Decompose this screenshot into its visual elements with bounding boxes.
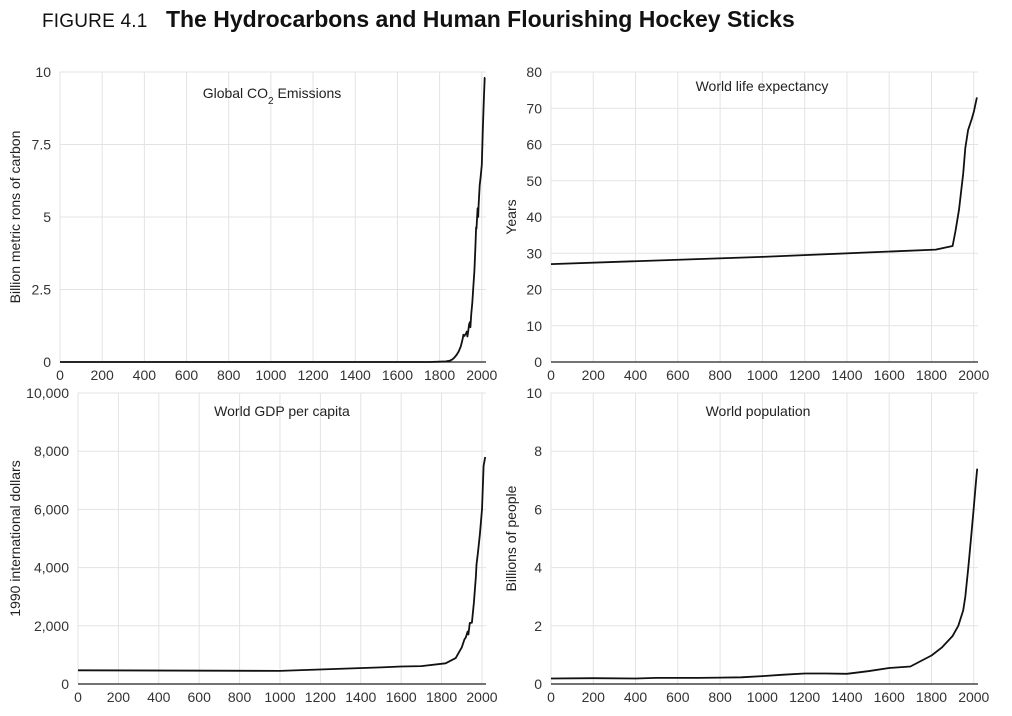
x-tick-label: 600 bbox=[175, 367, 199, 383]
chart-panel-3: 0 200 400 600 800 1000 1200 1400 1600 1800 2000 0 2,… bbox=[7, 385, 498, 705]
x-tick-label: 1200 bbox=[305, 689, 336, 705]
x-tick-label: 1000 bbox=[747, 367, 778, 383]
figure-title: The Hydrocarbons and Human Flourishing H… bbox=[165, 6, 795, 32]
x-tick-label: 1400 bbox=[831, 689, 862, 705]
y-tick-label: 2 bbox=[534, 618, 542, 634]
x-tick-label: 200 bbox=[582, 689, 606, 705]
y-tick-label: 60 bbox=[526, 137, 542, 153]
x-tick-label: 1800 bbox=[916, 367, 947, 383]
x-tick-label: 0 bbox=[547, 367, 555, 383]
y-tick-label: 0 bbox=[61, 676, 69, 692]
y-tick-label: 0 bbox=[534, 676, 542, 692]
x-tick-label: 1200 bbox=[789, 689, 820, 705]
y-tick-label: 30 bbox=[526, 245, 542, 261]
series-line-1 bbox=[550, 97, 978, 265]
x-tick-label: 2000 bbox=[958, 367, 989, 383]
chart-panel-1: 0 200 400 600 800 1000 1200 1400 1600 1800 2000 0 2.… bbox=[7, 64, 498, 383]
x-tick-label: 1000 bbox=[747, 689, 778, 705]
x-tick-label: 1800 bbox=[424, 367, 455, 383]
x-tick-label: 800 bbox=[217, 367, 241, 383]
x-tick-label: 2000 bbox=[466, 689, 497, 705]
chart-panel-4: 0 200 400 600 800 1000 1200 1400 1600 1800 2000 0 2 4… bbox=[503, 385, 990, 705]
x-tick-label: 400 bbox=[624, 689, 648, 705]
y-tick-label: 5 bbox=[43, 209, 51, 225]
x-tick-label: 1200 bbox=[297, 367, 328, 383]
chart-panel-2: 0 200 400 600 800 1000 1200 1400 1600 1800 2000 0 10… bbox=[503, 64, 990, 383]
x-tick-label: 800 bbox=[708, 689, 732, 705]
y-tick-label: 2,000 bbox=[34, 618, 69, 634]
x-tick-label: 200 bbox=[107, 689, 131, 705]
chart-title: World life expectancy bbox=[696, 78, 829, 94]
y-tick-label: 4 bbox=[534, 560, 542, 576]
x-tick-label: 400 bbox=[133, 367, 157, 383]
y-axis-label: Billions of people bbox=[503, 485, 519, 591]
y-tick-label: 7.5 bbox=[32, 137, 52, 153]
y-tick-label: 6,000 bbox=[34, 501, 69, 517]
figure-label: FIGURE 4.1 bbox=[42, 11, 148, 32]
x-tick-label: 600 bbox=[666, 367, 690, 383]
y-tick-label: 8 bbox=[534, 443, 542, 459]
x-tick-label: 0 bbox=[56, 367, 64, 383]
chart-title-tail: Emissions bbox=[274, 85, 342, 101]
y-tick-label: 10 bbox=[35, 64, 51, 80]
x-tick-label: 1000 bbox=[255, 367, 286, 383]
chart-title: World population bbox=[706, 403, 811, 419]
x-tick-label: 800 bbox=[228, 689, 252, 705]
figure-header: FIGURE 4.1 The Hydrocarbons and Human Fl… bbox=[42, 6, 795, 38]
y-axis-label: 1990 international dollars bbox=[7, 460, 23, 616]
x-tick-label: 2000 bbox=[958, 689, 989, 705]
y-tick-label: 6 bbox=[534, 501, 542, 517]
y-tick-label: 0 bbox=[534, 354, 542, 370]
x-tick-label: 400 bbox=[147, 689, 171, 705]
y-tick-label: 50 bbox=[526, 173, 542, 189]
x-tick-label: 1600 bbox=[382, 367, 413, 383]
x-tick-label: 1200 bbox=[789, 367, 820, 383]
chart-title-subscript: 2 bbox=[268, 96, 274, 107]
x-tick-label: 800 bbox=[708, 367, 732, 383]
x-tick-label: 200 bbox=[582, 367, 606, 383]
x-tick-label: 1400 bbox=[340, 367, 371, 383]
y-axis-label: Years bbox=[503, 199, 519, 234]
x-tick-label: 0 bbox=[74, 689, 82, 705]
x-tick-label: 600 bbox=[188, 689, 212, 705]
series-line-1 bbox=[60, 76, 486, 363]
x-tick-label: 600 bbox=[666, 689, 690, 705]
x-tick-label: 2000 bbox=[466, 367, 497, 383]
y-tick-label: 0 bbox=[43, 354, 51, 370]
y-tick-label: 80 bbox=[526, 64, 542, 80]
y-tick-label: 40 bbox=[526, 209, 542, 225]
chart-title: World GDP per capita bbox=[214, 403, 350, 419]
y-axis-label: Billion metric rons of carbon bbox=[7, 131, 23, 304]
x-tick-label: 0 bbox=[547, 689, 555, 705]
series-line-1 bbox=[77, 456, 487, 672]
y-tick-label: 2.5 bbox=[32, 282, 52, 298]
y-tick-label: 4,000 bbox=[34, 560, 69, 576]
x-tick-label: 1400 bbox=[831, 367, 862, 383]
x-tick-label: 1800 bbox=[426, 689, 457, 705]
x-tick-label: 200 bbox=[90, 367, 114, 383]
y-tick-label: 20 bbox=[526, 282, 542, 298]
chart-title: Global CO2 Emissions bbox=[203, 85, 342, 107]
y-tick-label: 70 bbox=[526, 100, 542, 116]
y-tick-label: 10 bbox=[526, 385, 542, 401]
series-line-1 bbox=[550, 468, 979, 680]
y-tick-label: 10 bbox=[526, 318, 542, 334]
chart-title-base: Global CO bbox=[203, 85, 268, 101]
x-tick-label: 1600 bbox=[874, 367, 905, 383]
x-tick-label: 1400 bbox=[345, 689, 376, 705]
x-tick-label: 1600 bbox=[386, 689, 417, 705]
x-tick-label: 1000 bbox=[264, 689, 295, 705]
y-tick-label: 8,000 bbox=[34, 443, 69, 459]
x-tick-label: 1800 bbox=[916, 689, 947, 705]
x-tick-label: 1600 bbox=[874, 689, 905, 705]
x-tick-label: 400 bbox=[624, 367, 648, 383]
y-tick-label: 10,000 bbox=[26, 385, 69, 401]
